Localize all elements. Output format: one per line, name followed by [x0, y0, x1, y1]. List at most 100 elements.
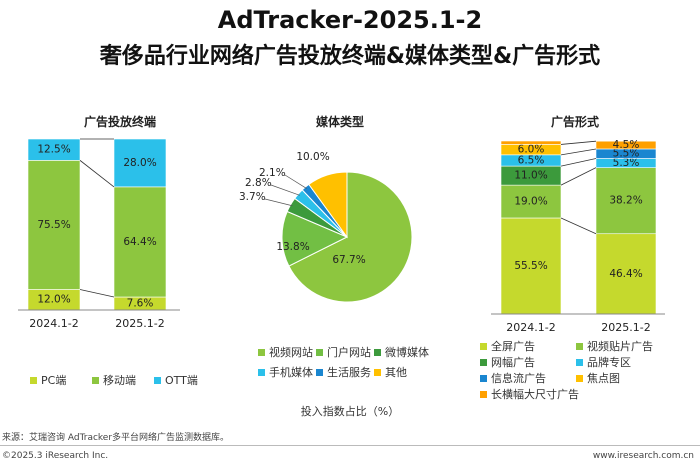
- format-legend: 全屏广告 视频贴片广告网幅广告 品牌专区信息流广告 焦点图 长横幅大尺寸广告: [480, 338, 700, 404]
- legend-label: 其他: [385, 366, 407, 379]
- format-connector-4: [560, 148, 597, 156]
- pie-label-1: 13.8%: [276, 241, 309, 253]
- legend-label: 视频贴片广告: [587, 340, 653, 353]
- legend-label: 视频网站: [269, 346, 313, 359]
- legend-swatch: [480, 374, 487, 382]
- pie-slice-1: [281, 210, 349, 267]
- terminal-label-0-2: 12.5%: [37, 144, 70, 156]
- page-subtitle: 奢侈品行业网络广告投放终端&媒体类型&广告形式: [99, 44, 601, 69]
- terminal-tick-1: 2025.1-2: [115, 317, 164, 330]
- format-label-1-0: 46.4%: [609, 268, 642, 280]
- legend-swatch: [258, 348, 265, 356]
- legend-label: 移动端: [103, 374, 136, 387]
- terminal-bar-1-1: [113, 186, 167, 298]
- legend-item: PC端: [30, 372, 66, 388]
- legend-label: 网幅广告: [491, 356, 535, 369]
- pie-leader-4: [284, 174, 307, 189]
- legend-swatch: [92, 376, 99, 384]
- legend-swatch: [480, 390, 487, 398]
- legend-swatch: [480, 342, 487, 350]
- pie-slice-0: [288, 171, 413, 303]
- legend-label: 焦点图: [587, 372, 620, 385]
- legend-item: 信息流广告: [480, 370, 546, 386]
- format-label-0-1: 19.0%: [514, 196, 547, 208]
- format-connector-2: [560, 167, 597, 186]
- format-label-0-5: 6.0%: [518, 144, 545, 156]
- pie-label-2: 3.7%: [239, 191, 266, 203]
- media-legend: 视频网站 门户网站 微博媒体手机媒体 生活服务 其他: [258, 344, 458, 380]
- legend-item: 焦点图: [576, 370, 620, 386]
- terminal-label-1-2: 28.0%: [123, 157, 156, 169]
- legend-item: 微博媒体: [374, 344, 429, 360]
- terminal-legend: PC端 移动端 OTT端: [30, 372, 230, 388]
- format-connector-1: [560, 217, 597, 235]
- terminal-bar-1-2: [113, 138, 167, 188]
- format-label-1-6: 4.5%: [613, 139, 640, 151]
- legend-label: 全屏广告: [491, 340, 535, 353]
- legend-item: 网幅广告: [480, 354, 535, 370]
- legend-item: 其他: [374, 364, 407, 380]
- pie-label-5: 10.0%: [296, 151, 329, 163]
- website: www.iresearch.com.cn: [592, 451, 694, 461]
- format-label-0-0: 55.5%: [514, 260, 547, 272]
- format-tick-0: 2024.1-2: [506, 321, 555, 334]
- format-bar-0-1: [500, 184, 562, 219]
- legend-label: 门户网站: [327, 346, 371, 359]
- terminal-connector-1: [79, 289, 115, 298]
- legend-swatch: [576, 358, 583, 366]
- pie-label-4: 2.1%: [259, 167, 286, 179]
- format-label-0-2: 11.0%: [514, 170, 547, 182]
- legend-swatch: [258, 368, 265, 376]
- legend-item: OTT端: [154, 372, 198, 388]
- legend-swatch: [576, 342, 583, 350]
- format-connector-5: [560, 140, 597, 145]
- pie-label-0: 67.7%: [332, 254, 365, 266]
- axis-note: 投入指数占比（%）: [300, 405, 400, 418]
- format-label-0-3: 6.5%: [518, 154, 545, 166]
- media-chart-title: 媒体类型: [315, 115, 364, 129]
- legend-item: 生活服务: [316, 364, 371, 380]
- legend-swatch: [480, 358, 487, 366]
- terminal-connector-2: [79, 160, 115, 188]
- format-chart-title: 广告形式: [550, 115, 599, 129]
- terminal-label-1-0: 7.6%: [127, 298, 154, 310]
- legend-swatch: [154, 376, 161, 384]
- format-bar-1-1: [595, 167, 657, 235]
- format-connector-3: [560, 158, 597, 167]
- copyright: ©2025.3 iResearch Inc.: [2, 451, 109, 461]
- legend-label: 手机媒体: [269, 366, 313, 379]
- format-label-1-1: 38.2%: [609, 195, 642, 207]
- legend-item: 移动端: [92, 372, 136, 388]
- legend-swatch: [316, 348, 323, 356]
- page-title: AdTracker-2025.1-2: [217, 6, 483, 34]
- terminal-label-0-0: 12.0%: [37, 294, 70, 306]
- legend-item: 视频贴片广告: [576, 338, 653, 354]
- legend-item: 品牌专区: [576, 354, 631, 370]
- terminal-stacked-bar-chart: 12.0% 75.5% 12.5% 2024.1-2 7.6% 64.4% 28.0% 202…: [18, 138, 180, 330]
- pie-label-3: 2.8%: [245, 177, 272, 189]
- terminal-bar-0-2: [27, 138, 81, 161]
- media-pie-chart: 67.7% 13.8% 3.7% 2.8%2.1% 10.0%: [239, 151, 413, 303]
- legend-label: 长横幅大尺寸广告: [491, 388, 579, 401]
- legend-swatch: [374, 348, 381, 356]
- legend-item: 视频网站: [258, 344, 313, 360]
- footer-divider: [0, 445, 700, 446]
- legend-item: 手机媒体: [258, 364, 313, 380]
- legend-label: 品牌专区: [587, 356, 631, 369]
- format-label-1-3: 5.3%: [613, 157, 640, 169]
- terminal-label-1-1: 64.4%: [123, 236, 156, 248]
- legend-item: 全屏广告: [480, 338, 535, 354]
- format-label-1-4: 5.5%: [613, 148, 640, 160]
- legend-swatch: [30, 376, 37, 384]
- legend-label: PC端: [41, 374, 67, 387]
- pie-slice-5: [308, 171, 348, 239]
- format-tick-1: 2025.1-2: [601, 321, 650, 334]
- legend-swatch: [374, 368, 381, 376]
- format-bar-1-0: [595, 233, 657, 315]
- legend-label: 信息流广告: [491, 372, 546, 385]
- source-note: 来源：艾瑞咨询 AdTracker多平台网络广告监测数据库。: [2, 433, 230, 443]
- pie-leader-3: [270, 184, 300, 196]
- pie-leader-2: [264, 198, 293, 207]
- format-bar-0-6: [500, 140, 562, 145]
- legend-item: 长横幅大尺寸广告: [480, 386, 579, 402]
